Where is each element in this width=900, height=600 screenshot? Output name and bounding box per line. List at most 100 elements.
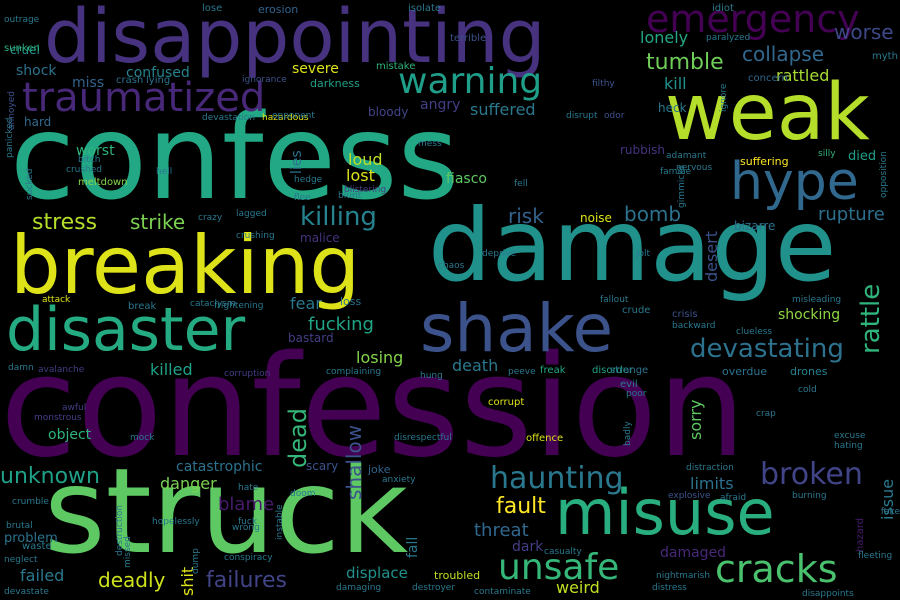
cloud-word: paralyzed xyxy=(706,33,751,43)
cloud-word: suffering xyxy=(740,155,789,168)
cloud-word: crisis xyxy=(672,309,698,320)
cloud-word: failures xyxy=(206,568,287,593)
cloud-word: hating xyxy=(834,441,863,451)
cloud-word: disappoints xyxy=(802,589,854,599)
cloud-word: shallow xyxy=(342,424,366,500)
cloud-word: rattled xyxy=(776,66,830,85)
cloud-word: blame xyxy=(218,494,275,515)
cloud-word: hazard xyxy=(855,517,866,552)
cloud-word: lost xyxy=(346,166,375,185)
cloud-word: lying xyxy=(146,75,171,86)
cloud-word: worst xyxy=(76,143,115,159)
cloud-word: dark xyxy=(512,539,544,555)
cloud-word: killed xyxy=(150,360,193,379)
cloud-word: terrible xyxy=(450,33,487,44)
cloud-word: crumble xyxy=(12,497,49,507)
cloud-word: sucked xyxy=(25,168,35,200)
cloud-word: bizarre xyxy=(734,219,776,233)
cloud-word: crash xyxy=(116,75,144,86)
cloud-word: opposition xyxy=(879,151,889,198)
cloud-word: disrespectful xyxy=(394,433,452,443)
cloud-word: deadly xyxy=(98,568,166,592)
cloud-word: loud xyxy=(348,150,383,169)
cloud-word: flee xyxy=(294,193,311,203)
cloud-word: fucking xyxy=(308,314,374,335)
cloud-word: destroyer xyxy=(412,583,456,593)
cloud-word: hate xyxy=(238,483,259,493)
cloud-word: famine xyxy=(660,167,692,177)
cloud-word: meltdown xyxy=(78,177,128,188)
cloud-word: danger xyxy=(160,474,217,493)
cloud-word: myth xyxy=(872,51,898,62)
cloud-word: bomb xyxy=(624,202,682,226)
cloud-word: shake xyxy=(420,290,614,367)
cloud-word: doom xyxy=(290,489,316,499)
cloud-word: neglect xyxy=(4,555,38,565)
cloud-word: blistering xyxy=(344,185,387,195)
cloud-word: frightening xyxy=(214,301,264,311)
cloud-word: sorry xyxy=(686,399,705,440)
cloud-word: awful xyxy=(62,403,87,413)
cloud-word: idiot xyxy=(712,3,734,14)
cloud-word: drones xyxy=(790,365,828,378)
cloud-word: disorder xyxy=(592,365,634,376)
cloud-word: waste xyxy=(22,541,52,552)
cloud-word: cracks xyxy=(715,547,838,591)
cloud-word: object xyxy=(48,427,92,443)
cloud-word: crude xyxy=(622,305,651,316)
cloud-word: rubbish xyxy=(620,143,665,157)
cloud-word: bloody xyxy=(368,105,409,119)
cloud-word: sunken xyxy=(4,43,40,54)
cloud-word: crap xyxy=(756,409,776,419)
cloud-word: freak xyxy=(540,365,566,376)
cloud-word: fear xyxy=(290,294,322,313)
cloud-word: ignorance xyxy=(242,75,287,85)
cloud-word: darkness xyxy=(310,77,360,90)
cloud-word: scary xyxy=(306,459,339,473)
cloud-word: cruel xyxy=(10,43,40,57)
cloud-word: misuse xyxy=(555,476,775,549)
cloud-word: dump xyxy=(191,548,201,574)
cloud-word: jolt xyxy=(636,249,651,259)
cloud-word: clueless xyxy=(736,327,773,337)
cloud-word: died xyxy=(848,149,877,164)
cloud-word: heck xyxy=(658,101,687,115)
cloud-word: complaining xyxy=(326,367,382,377)
cloud-word: break xyxy=(128,301,157,312)
cloud-word: troubled xyxy=(434,569,481,582)
cloud-word: stress xyxy=(32,210,98,235)
cloud-word: worse xyxy=(834,20,894,44)
cloud-word: haunting xyxy=(490,461,624,496)
cloud-word: outrage xyxy=(4,15,40,25)
cloud-word: broken xyxy=(760,457,863,492)
cloud-word: loss xyxy=(340,295,362,308)
cloud-word: hazardous xyxy=(262,113,309,123)
cloud-word: peeve xyxy=(508,367,536,377)
cloud-word: corrupt xyxy=(488,397,525,408)
cloud-word: cataclysm xyxy=(190,299,236,309)
cloud-word: weak xyxy=(665,68,870,158)
cloud-word: bitch xyxy=(78,155,101,165)
cloud-word: crushed xyxy=(66,165,102,175)
cloud-word: confess xyxy=(10,88,459,226)
cloud-word: corruption xyxy=(224,369,271,379)
cloud-word: displace xyxy=(346,564,408,582)
cloud-word: miss xyxy=(72,75,105,91)
cloud-word: lagged xyxy=(236,209,267,219)
cloud-word: weird xyxy=(556,578,600,597)
cloud-word: mess xyxy=(418,139,442,149)
cloud-word: lonely xyxy=(640,28,689,47)
cloud-word: crushing xyxy=(236,231,275,241)
cloud-word: hell xyxy=(156,167,173,177)
cloud-word: wrong xyxy=(232,523,260,533)
cloud-word: confession xyxy=(0,326,746,489)
cloud-word: confused xyxy=(126,65,190,81)
cloud-word: opponent xyxy=(272,111,315,121)
cloud-word: desert xyxy=(702,230,721,282)
cloud-word: distraction xyxy=(686,463,734,473)
cloud-word: casualty xyxy=(544,547,582,557)
cloud-word: joke xyxy=(368,463,391,476)
cloud-word: strange xyxy=(610,365,649,376)
cloud-word: mock xyxy=(130,433,155,443)
